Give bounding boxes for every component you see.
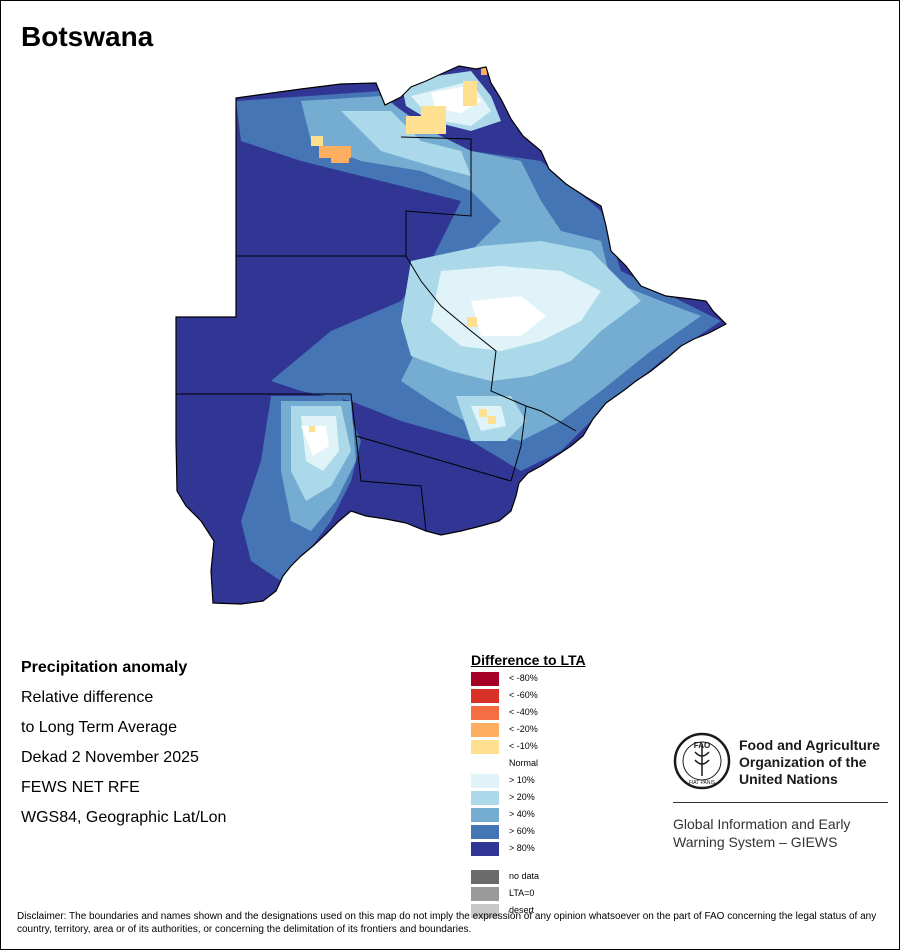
precipitation-anomaly-map — [175, 65, 727, 605]
divider — [673, 802, 888, 803]
legend-swatch — [471, 689, 499, 703]
map-title: Botswana — [21, 21, 154, 52]
info-line: Relative difference — [21, 689, 154, 706]
legend-swatch — [471, 808, 499, 822]
legend-label: > 60% — [509, 826, 535, 836]
info-projection: WGS84, Geographic Lat/Lon — [21, 809, 227, 826]
country-outline — [175, 65, 727, 605]
district-boundaries — [176, 136, 577, 532]
map-info: Precipitation anomaly Relative differenc… — [21, 657, 226, 837]
fao-block: FAO FIAT PANIS Food and Agriculture Orga… — [673, 732, 888, 850]
legend-swatch — [471, 672, 499, 686]
info-source: FEWS NET RFE — [21, 779, 140, 796]
info-line: to Long Term Average — [21, 719, 177, 736]
legend-swatch — [471, 706, 499, 720]
legend-label: < -40% — [509, 707, 538, 717]
fao-logo: FAO FIAT PANIS — [673, 732, 731, 790]
legend-label: < -20% — [509, 724, 538, 734]
legend-swatch — [471, 757, 499, 771]
legend-label: < -60% — [509, 690, 538, 700]
disclaimer: Disclaimer: The boundaries and names sho… — [17, 911, 877, 935]
legend: Difference to LTA < -80% < -60% < -40% < -2… — [471, 652, 586, 918]
legend-label: LTA=0 — [509, 888, 535, 898]
legend-label: < -10% — [509, 741, 538, 751]
legend-label: < -80% — [509, 673, 538, 683]
legend-swatch — [471, 723, 499, 737]
legend-label: > 80% — [509, 843, 535, 853]
legend-swatch — [471, 904, 499, 918]
giews-label: Global Information and Early Warning Sys… — [673, 816, 851, 850]
legend-swatch — [471, 842, 499, 856]
legend-label: > 10% — [509, 775, 535, 785]
legend-label: > 40% — [509, 809, 535, 819]
legend-title: Difference to LTA — [471, 652, 586, 668]
legend-swatch — [471, 887, 499, 901]
legend-label: Normal — [509, 758, 539, 768]
legend-swatch — [471, 870, 499, 884]
legend-label: no data — [509, 871, 540, 881]
legend-swatch — [471, 825, 499, 839]
legend-label: > 20% — [509, 792, 535, 802]
legend-swatch — [471, 740, 499, 754]
legend-label: desert — [509, 905, 535, 915]
info-title: Precipitation anomaly — [21, 659, 188, 676]
legend-swatch — [471, 774, 499, 788]
info-dekad: Dekad 2 November 2025 — [21, 749, 199, 766]
fao-logo-motto: FIAT PANIS — [689, 780, 716, 786]
org-name: Food and Agriculture Organization of the… — [739, 737, 881, 787]
fao-logo-letters: FAO — [694, 741, 710, 750]
legend-swatch — [471, 791, 499, 805]
